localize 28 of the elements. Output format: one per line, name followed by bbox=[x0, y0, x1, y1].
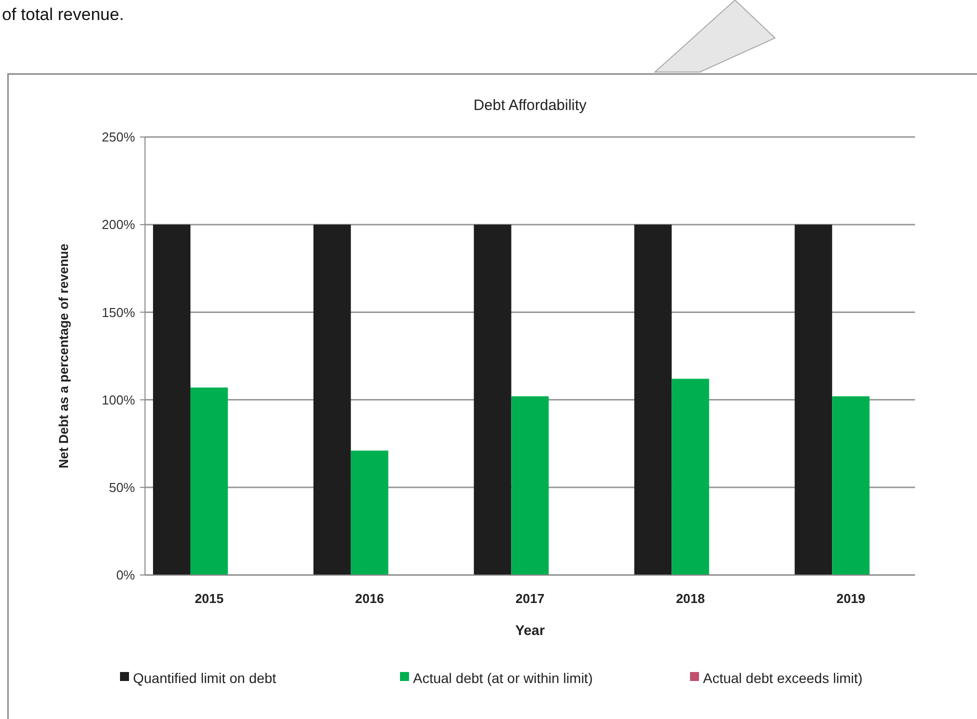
y-tick-label: 250% bbox=[102, 130, 136, 145]
y-tick-label: 200% bbox=[102, 217, 136, 232]
bar bbox=[794, 224, 832, 575]
x-tick-label: 2019 bbox=[836, 591, 866, 606]
bar bbox=[634, 224, 672, 575]
bar bbox=[511, 396, 549, 575]
bar bbox=[474, 224, 512, 575]
bar bbox=[153, 224, 190, 575]
chart-title: Debt Affordability bbox=[473, 97, 588, 114]
x-tick-label: 2018 bbox=[676, 591, 705, 606]
legend-label: Actual debt (at or within limit) bbox=[413, 670, 593, 686]
x-tick-label: 2017 bbox=[516, 591, 544, 606]
x-tick-label: 2015 bbox=[194, 591, 224, 606]
x-axis-title: Year bbox=[515, 622, 546, 638]
bar bbox=[190, 388, 228, 575]
bar bbox=[832, 396, 870, 575]
y-tick-label: 50% bbox=[108, 480, 136, 495]
bar bbox=[350, 450, 388, 575]
legend-label: Actual debt exceeds limit) bbox=[703, 670, 863, 686]
y-tick-label: 100% bbox=[102, 392, 136, 408]
text: of total revenue. bbox=[2, 5, 124, 24]
y-axis-title: Net Debt as a percentage of revenue bbox=[56, 244, 71, 468]
y-tick-label: 0% bbox=[116, 568, 136, 583]
legend-label: Quantified limit on debt bbox=[133, 670, 276, 686]
x-tick-label: 2016 bbox=[355, 591, 384, 606]
bar bbox=[672, 378, 710, 575]
y-tick-label: 150% bbox=[102, 304, 136, 320]
bar bbox=[313, 224, 351, 575]
